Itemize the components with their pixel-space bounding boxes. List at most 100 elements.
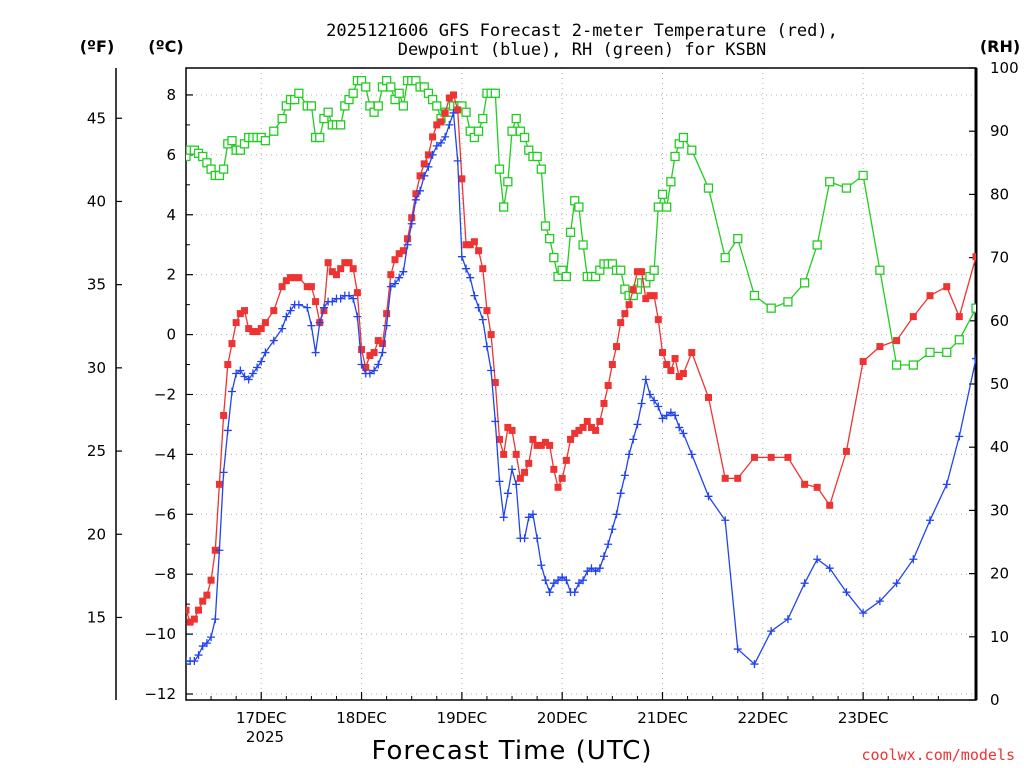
fahrenheit-unit-label: (ºF): [80, 37, 115, 56]
rh-point: [373, 101, 383, 111]
dewpoint-point: [403, 240, 412, 249]
temperature-point: [646, 292, 654, 300]
rh-point: [841, 183, 852, 193]
dewpoint-point: [591, 567, 600, 576]
dewpoint-point: [349, 294, 358, 303]
temperature-point: [608, 361, 616, 369]
dewpoint-point: [215, 546, 224, 555]
rh-point: [545, 233, 555, 244]
temperature-point: [750, 453, 758, 461]
dewpoint-point: [583, 567, 592, 576]
dewpoint-point: [721, 516, 730, 525]
temperature-point: [571, 429, 579, 437]
celsius-tick-label: 8: [166, 86, 176, 104]
dewpoint-point: [244, 375, 253, 384]
rh-point: [503, 177, 513, 187]
rh-point: [925, 347, 935, 358]
temperature-point: [261, 319, 269, 327]
rh-point: [269, 126, 279, 136]
rh-point: [277, 113, 287, 124]
temperature-point: [679, 370, 687, 378]
rh-tick-label: 80: [990, 185, 1009, 203]
temperature-point: [349, 265, 357, 273]
dewpoint-point: [395, 273, 404, 282]
rh-point: [891, 360, 902, 370]
dewpoint-point: [972, 354, 976, 363]
dewpoint-point: [336, 294, 345, 303]
rh-point: [519, 132, 530, 143]
temperature-point: [462, 241, 470, 249]
rh-point: [461, 107, 471, 117]
temperature-point: [659, 349, 667, 357]
temperature-point: [337, 265, 345, 273]
temperature-point: [362, 364, 370, 372]
temperature-point: [546, 441, 554, 449]
dewpoint-point: [190, 657, 199, 666]
temperature-point: [504, 423, 512, 431]
temperature-point: [613, 343, 621, 351]
dewpoint-point: [545, 588, 554, 597]
dewpoint-point: [407, 219, 416, 228]
dewpoint-point: [482, 342, 491, 351]
rh-point: [783, 297, 793, 307]
rh-tick-label: 50: [990, 375, 1009, 393]
dewpoint-point: [650, 396, 659, 405]
temperature-point: [541, 438, 549, 446]
dewpoint-point: [499, 513, 508, 522]
rh-point: [985, 222, 993, 230]
temperature-point: [575, 426, 583, 434]
rh-point: [536, 164, 546, 174]
dewpoint-point: [441, 132, 450, 141]
temperature-point: [583, 417, 591, 425]
dewpoint-point: [386, 282, 395, 291]
temperature-point: [625, 301, 633, 309]
temperature-point: [479, 265, 487, 273]
x-tick-label: 18DEC: [336, 709, 387, 727]
temperature-point: [224, 361, 232, 369]
temperature-point: [324, 259, 332, 267]
rh-point: [1010, 89, 1018, 97]
dewpoint-point: [436, 138, 445, 147]
rh-point: [306, 101, 317, 111]
dewpoint-point: [813, 555, 822, 564]
temperature-point: [186, 618, 194, 626]
dewpoint-point: [549, 579, 558, 588]
temperature-point: [604, 381, 612, 389]
temperature-point: [253, 328, 261, 336]
temperature-point: [291, 274, 299, 282]
temperature-point: [592, 426, 600, 434]
dewpoint-point: [478, 315, 487, 324]
dewpoint-point: [528, 510, 537, 519]
temperature-point: [195, 606, 203, 614]
temperature-point: [533, 441, 541, 449]
dewpoint-point: [319, 303, 328, 312]
temperature-point: [512, 450, 520, 458]
temperature-point: [955, 313, 963, 321]
rh-axis: 0 10 20 30 40 50 60 70 80 90 100: [969, 59, 1019, 709]
dewpoint-point: [955, 432, 964, 441]
temperature-point: [257, 325, 265, 333]
dewpoint-point: [625, 450, 634, 459]
dewpoint-point: [357, 360, 366, 369]
temperature-point: [358, 346, 366, 354]
dewpoint-point: [503, 489, 512, 498]
rh-point: [186, 151, 191, 162]
temperature-point: [387, 271, 395, 279]
rh-point: [703, 183, 714, 193]
dewpoint-point: [207, 633, 216, 642]
dewpoint-point: [416, 186, 425, 195]
celsius-tick-label: −8: [154, 565, 176, 583]
temperature-point: [378, 340, 386, 348]
dewpoint-point: [541, 576, 550, 585]
dewpoint-point: [942, 480, 951, 489]
x-tick-label: 22DEC: [738, 709, 789, 727]
fahrenheit-tick-label: 30: [87, 359, 106, 377]
rh-point: [432, 101, 442, 111]
fahrenheit-tick-label: 25: [87, 442, 106, 460]
rh-point: [662, 202, 672, 212]
dewpoint-point: [198, 642, 207, 651]
temperature-point: [767, 453, 775, 461]
dewpoint-point: [633, 420, 642, 429]
temperature-point: [211, 546, 219, 554]
rh-point: [218, 164, 229, 174]
